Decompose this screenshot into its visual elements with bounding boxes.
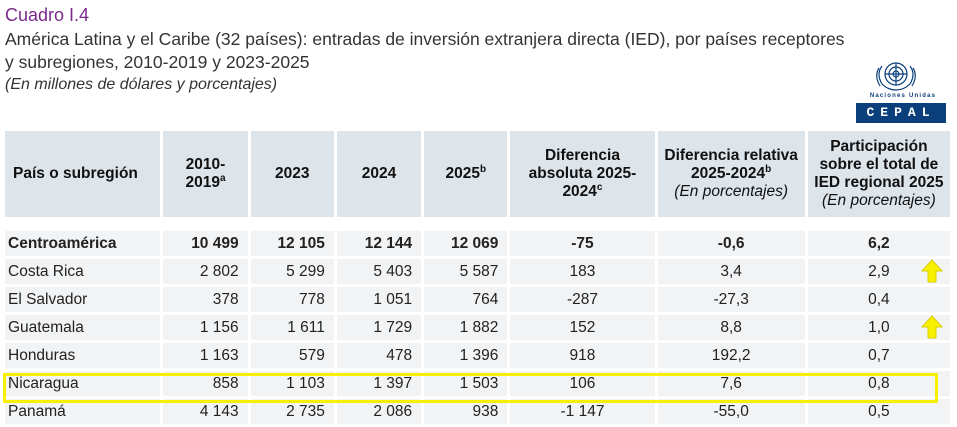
cell-participacion: 6,2 <box>807 231 950 256</box>
table-body: Centroamérica 10 499 12 105 12 144 12 069 -75… <box>5 220 950 424</box>
un-emblem-icon <box>876 62 916 91</box>
cell-country: Honduras <box>5 343 161 368</box>
cell-2025: 938 <box>424 399 508 424</box>
cell-country: Guatemala <box>5 315 161 340</box>
table-caption: Cuadro I.4 América Latina y el Caribe (3… <box>5 4 855 95</box>
up-arrow-icon <box>921 315 943 339</box>
cell-dif-rel: 192,2 <box>657 343 805 368</box>
cell-dif-abs: 183 <box>510 259 655 284</box>
table-row: Costa Rica 2 802 5 299 5 403 5 587 183 3,4 2,9 <box>5 259 950 284</box>
cell-participacion: 1,0 <box>807 315 950 340</box>
cell-dif-abs: -287 <box>510 287 655 312</box>
cell-2010-2019: 1 163 <box>163 343 248 368</box>
cepal-logo: Naciones Unidas CEPAL <box>856 56 946 128</box>
cell-2024: 12 144 <box>336 231 422 256</box>
cell-participacion: 0,5 <box>807 399 950 424</box>
cell-country: El Salvador <box>5 287 161 312</box>
header-row: País o subregión 2010-2019a 2023 2024 20… <box>5 131 950 217</box>
spacer-cell <box>163 220 248 228</box>
cell-country: Centroamérica <box>5 231 161 256</box>
cell-dif-rel: 3,4 <box>657 259 805 284</box>
cell-2010-2019: 1 156 <box>163 315 248 340</box>
cell-2025: 1 396 <box>424 343 508 368</box>
table-row: El Salvador 378 778 1 051 764 -287 -27,3 0,4 <box>5 287 950 312</box>
cell-2024: 2 086 <box>336 399 422 424</box>
cell-2024: 1 729 <box>336 315 422 340</box>
table-row: Guatemala 1 156 1 611 1 729 1 882 152 8,8 1,0 <box>5 315 950 340</box>
cell-2023: 2 735 <box>250 399 334 424</box>
table-row: Honduras 1 163 579 478 1 396 918 192,2 0,7 <box>5 343 950 368</box>
cell-dif-rel: -0,6 <box>657 231 805 256</box>
table-row: Panamá 4 143 2 735 2 086 938 -1 147 -55,0 0,5 <box>5 399 950 424</box>
cepal-label: CEPAL <box>856 103 946 123</box>
row-highlight-nicaragua <box>3 373 938 403</box>
cell-2024: 1 051 <box>336 287 422 312</box>
table-title: América Latina y el Caribe (32 países): … <box>5 29 845 72</box>
cell-2010-2019: 378 <box>163 287 248 312</box>
col-header-participacion: Participación sobre el total de IED regi… <box>807 131 950 217</box>
cell-2024: 478 <box>336 343 422 368</box>
table-subtitle: (En millones de dólares y porcentajes) <box>5 76 278 93</box>
spacer-cell <box>657 220 805 228</box>
cell-2010-2019: 2 802 <box>163 259 248 284</box>
col-header-dif-rel: Diferencia relativa 2025-2024b (En porcen… <box>657 131 805 217</box>
cell-dif-abs: 918 <box>510 343 655 368</box>
cell-2025: 12 069 <box>424 231 508 256</box>
cell-2023: 778 <box>250 287 334 312</box>
cell-2010-2019: 4 143 <box>163 399 248 424</box>
data-table-wrapper: País o subregión 2010-2019a 2023 2024 20… <box>5 128 950 427</box>
col-header-2023: 2023 <box>250 131 334 217</box>
cell-participacion: 2,9 <box>807 259 950 284</box>
cell-2024: 5 403 <box>336 259 422 284</box>
col-header-dif-abs: Diferencia absoluta 2025-2024c <box>510 131 655 217</box>
cell-participacion: 0,7 <box>807 343 950 368</box>
spacer-cell <box>510 220 655 228</box>
org-label: Naciones Unidas <box>869 93 937 99</box>
col-header-2025: 2025b <box>424 131 508 217</box>
col-header-2010-2019: 2010-2019a <box>163 131 248 217</box>
cell-dif-abs: 152 <box>510 315 655 340</box>
ied-table: País o subregión 2010-2019a 2023 2024 20… <box>2 128 953 427</box>
table-number: Cuadro I.4 <box>5 5 90 25</box>
cell-participacion: 0,4 <box>807 287 950 312</box>
spacer-cell <box>5 220 161 228</box>
cell-dif-abs: -1 147 <box>510 399 655 424</box>
col-header-pais: País o subregión <box>5 131 161 217</box>
cell-dif-rel: -27,3 <box>657 287 805 312</box>
cell-2023: 1 611 <box>250 315 334 340</box>
table-row: Centroamérica 10 499 12 105 12 144 12 069 -75… <box>5 231 950 256</box>
cell-2023: 5 299 <box>250 259 334 284</box>
cell-dif-rel: -55,0 <box>657 399 805 424</box>
spacer-row <box>5 220 950 228</box>
spacer-cell <box>336 220 422 228</box>
cell-2025: 1 882 <box>424 315 508 340</box>
spacer-cell <box>250 220 334 228</box>
col-header-2024: 2024 <box>336 131 422 217</box>
cell-country: Costa Rica <box>5 259 161 284</box>
cell-2010-2019: 10 499 <box>163 231 248 256</box>
cell-dif-abs: -75 <box>510 231 655 256</box>
cell-2023: 12 105 <box>250 231 334 256</box>
cell-country: Panamá <box>5 399 161 424</box>
cell-dif-rel: 8,8 <box>657 315 805 340</box>
cell-2025: 764 <box>424 287 508 312</box>
up-arrow-icon <box>921 259 943 283</box>
cell-2025: 5 587 <box>424 259 508 284</box>
cell-2023: 579 <box>250 343 334 368</box>
spacer-cell <box>807 220 950 228</box>
spacer-cell <box>424 220 508 228</box>
